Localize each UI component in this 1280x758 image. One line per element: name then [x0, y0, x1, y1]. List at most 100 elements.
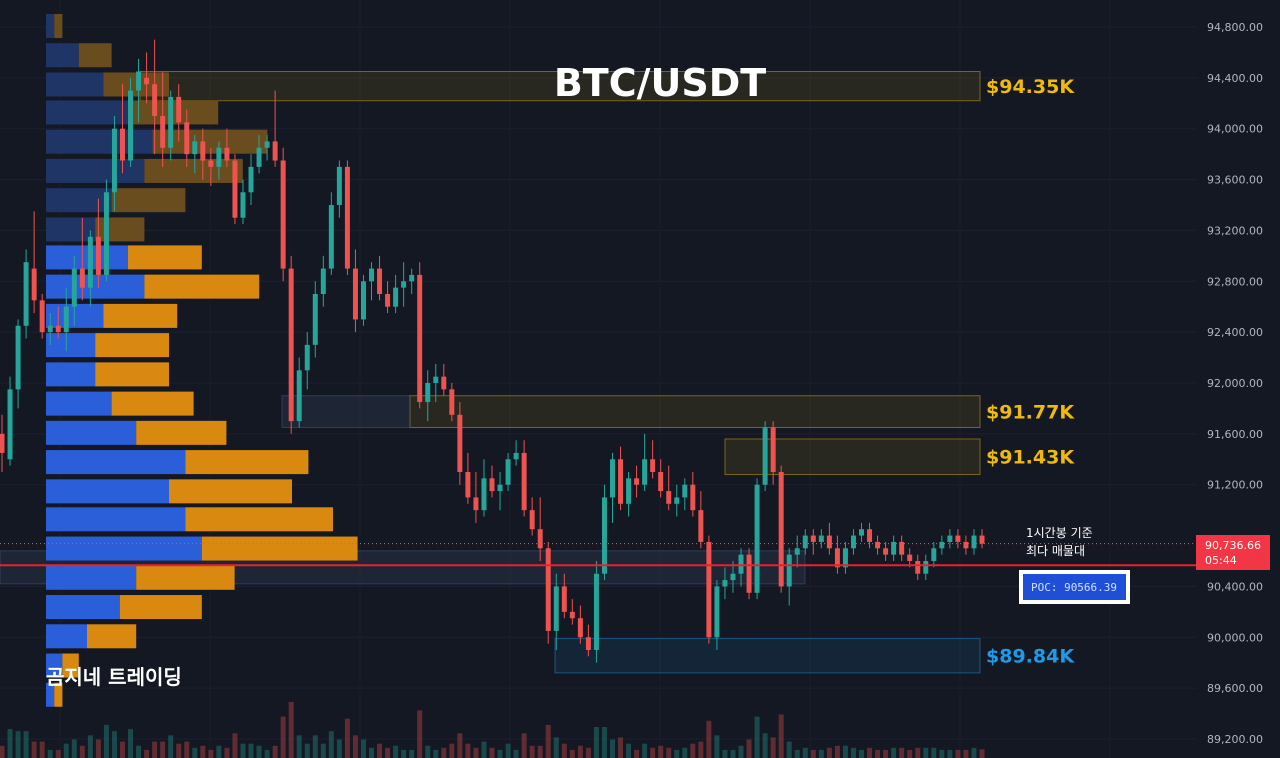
candle-body: [288, 268, 294, 422]
volume-bar: [706, 720, 712, 758]
vp-sell-bar: [95, 362, 169, 387]
candle-body: [690, 484, 696, 511]
vp-buy-bar: [46, 14, 55, 38]
vp-buy-bar: [46, 129, 153, 154]
candle-body: [875, 541, 881, 549]
candle-body: [923, 561, 929, 574]
candle-body: [352, 268, 358, 320]
candle-body: [899, 541, 905, 555]
vp-sell-bar: [95, 333, 169, 358]
volume-bar: [899, 747, 905, 758]
candle-body: [465, 472, 471, 498]
candle-body: [939, 541, 945, 549]
zone-box: [139, 71, 981, 102]
zone-box: [409, 395, 981, 429]
candle-body: [47, 325, 53, 333]
candle-body: [160, 116, 166, 148]
watermark-text: 곰지네 트레이딩: [46, 665, 182, 689]
volume-bar: [730, 749, 736, 758]
y-tick-label: 91,600.00: [1207, 428, 1263, 441]
volume-bar: [513, 749, 519, 758]
volume-bar: [160, 741, 166, 758]
vp-buy-bar: [46, 217, 96, 242]
candle-body: [344, 166, 350, 269]
vp-sell-bar: [103, 303, 178, 328]
vp-buy-bar: [46, 507, 186, 532]
vp-buy-bar: [46, 420, 137, 445]
candle-body: [473, 497, 479, 511]
volume-bar: [184, 741, 190, 758]
candle-body: [859, 529, 864, 536]
vp-buy-bar: [46, 682, 55, 707]
candle-body: [626, 478, 632, 504]
volume-bar: [39, 741, 45, 758]
volume-bar: [834, 745, 840, 758]
vp-buy-bar: [46, 391, 112, 416]
candle-body: [802, 535, 808, 549]
candle-body: [441, 376, 447, 390]
volume-bar: [529, 745, 535, 758]
volume-bar: [561, 743, 567, 758]
vp-buy-bar: [46, 624, 87, 649]
candle-body: [553, 586, 559, 631]
vp-buy-bar: [46, 100, 128, 125]
volume-bar: [786, 741, 792, 758]
vp-buy-bar: [46, 333, 96, 358]
volume-bar: [585, 747, 591, 758]
y-tick-label: 90,400.00: [1207, 580, 1263, 593]
candle-body: [577, 618, 583, 638]
volume-bar: [441, 747, 447, 758]
volume-bar: [537, 745, 543, 758]
volume-bar: [144, 749, 150, 758]
volume-bar: [31, 741, 37, 758]
candle-body: [650, 459, 656, 472]
zone-label: $89.84K: [986, 646, 1075, 668]
price-axis[interactable]: 94,800.00 94,400.00 94,000.00 93,600.00 93,2…: [1207, 21, 1263, 746]
candle-body: [208, 160, 214, 167]
volume-bar: [626, 743, 632, 758]
candle-body: [216, 147, 222, 167]
candle-body: [642, 459, 648, 485]
candle-body: [369, 268, 374, 282]
vp-sell-bar: [136, 420, 227, 445]
volume-bar: [810, 749, 816, 758]
y-tick-label: 92,400.00: [1207, 326, 1263, 339]
volume-bar: [907, 749, 913, 758]
candle-body: [634, 478, 640, 485]
poc-box[interactable]: [1023, 574, 1126, 600]
candle-body: [168, 96, 174, 148]
vp-sell-bar: [185, 450, 309, 475]
volume-bar: [457, 733, 463, 758]
candle-body: [505, 459, 511, 485]
vp-sell-bar: [144, 274, 260, 299]
candle-body: [658, 472, 664, 492]
volume-bar: [232, 733, 238, 758]
vp-buy-bar: [46, 72, 104, 97]
volume-bar: [842, 745, 848, 758]
volume-bar: [497, 749, 503, 758]
candle-body: [794, 548, 800, 555]
volume-bar: [947, 749, 953, 758]
volume-bar: [312, 735, 318, 758]
candle-body: [0, 433, 5, 453]
volume-bar: [328, 731, 334, 758]
vp-buy-bar: [46, 653, 63, 678]
candle-body: [714, 586, 720, 638]
vp-buy-bar: [46, 43, 79, 68]
candle-body: [425, 383, 431, 403]
volume-bar: [385, 747, 391, 758]
candle-body: [152, 84, 158, 116]
candle-body: [529, 510, 535, 530]
vp-sell-bar: [54, 682, 63, 707]
volume-bar: [963, 749, 969, 758]
candle-body: [971, 535, 977, 549]
candle-body: [320, 268, 326, 294]
vp-sell-bar: [185, 507, 333, 532]
volume-bar: [95, 739, 101, 758]
volume-bar: [136, 745, 142, 758]
candle-body: [200, 141, 206, 161]
vp-buy-bar: [46, 158, 145, 183]
candle-body: [762, 427, 768, 485]
